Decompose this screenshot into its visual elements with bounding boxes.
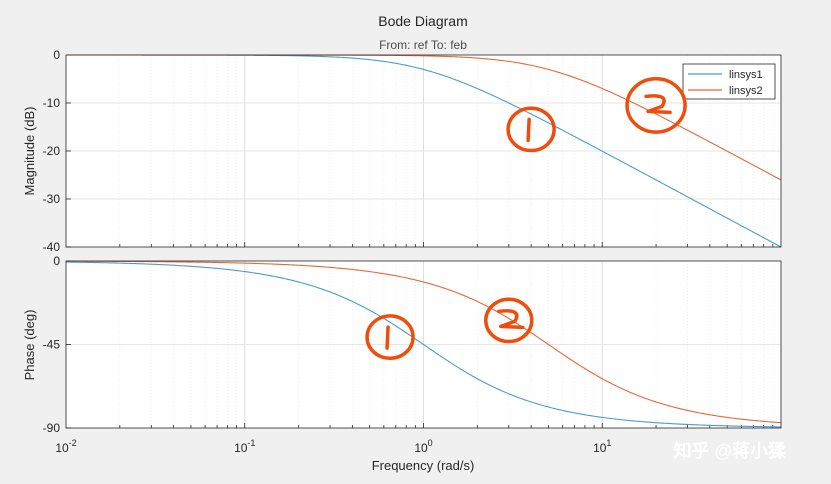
x-tick-label: 10-1: [234, 438, 255, 455]
annotation-glyph: [385, 325, 390, 350]
magnitude-y-tick-label: -30: [43, 192, 61, 206]
x-tick-label: 101: [593, 438, 611, 455]
annotation-glyph: [526, 117, 531, 143]
legend-label-linsys2: linsys2: [729, 85, 763, 97]
legend-box: [682, 63, 776, 100]
phase-series-linsys2: [65, 260, 782, 424]
legend-label-linsys1: linsys1: [729, 69, 763, 81]
magnitude-axes-frame: [65, 54, 782, 248]
annotation-circle: [365, 314, 415, 360]
magnitude-y-tick-label: -20: [43, 144, 61, 158]
chart-subtitle: From: ref To: feb: [379, 38, 467, 52]
phase-axes-frame: [65, 260, 782, 429]
magnitude-y-tick-label: -10: [43, 96, 61, 110]
watermark: 知乎 @蒋小猱: [673, 440, 787, 461]
magnitude-y-tick-label: -40: [43, 240, 61, 254]
magnitude-y-tick-label: 0: [53, 48, 60, 62]
annotation-circle: [506, 106, 556, 153]
annotation-circle: [625, 76, 687, 134]
x-tick-label: 10-2: [55, 438, 76, 455]
phase-y-tick-label: -45: [43, 338, 61, 352]
annotation-circle: [484, 297, 534, 344]
magnitude-axis-label: Magnitude (dB): [22, 107, 37, 196]
annotation-glyph: [644, 94, 672, 115]
phase-axis-label: Phase (deg): [22, 310, 37, 381]
chart-title: Bode Diagram: [378, 13, 468, 29]
magnitude-panel: 0 -10 -20 -30 -40: [43, 48, 782, 254]
phase-y-tick-label: -90: [43, 421, 61, 435]
annotation-glyph: [497, 309, 525, 330]
hand-drawn-annotations: [365, 76, 687, 360]
phase-series-linsys1: [65, 261, 782, 428]
phase-panel: 0 -45 -90 10-2 10-1 100 101: [43, 254, 782, 455]
phase-y-tick-label: 0: [53, 254, 60, 268]
frequency-axis-label: Frequency (rad/s): [372, 458, 475, 473]
legend: linsys1 linsys2: [682, 63, 776, 100]
x-tick-label: 100: [414, 438, 432, 455]
